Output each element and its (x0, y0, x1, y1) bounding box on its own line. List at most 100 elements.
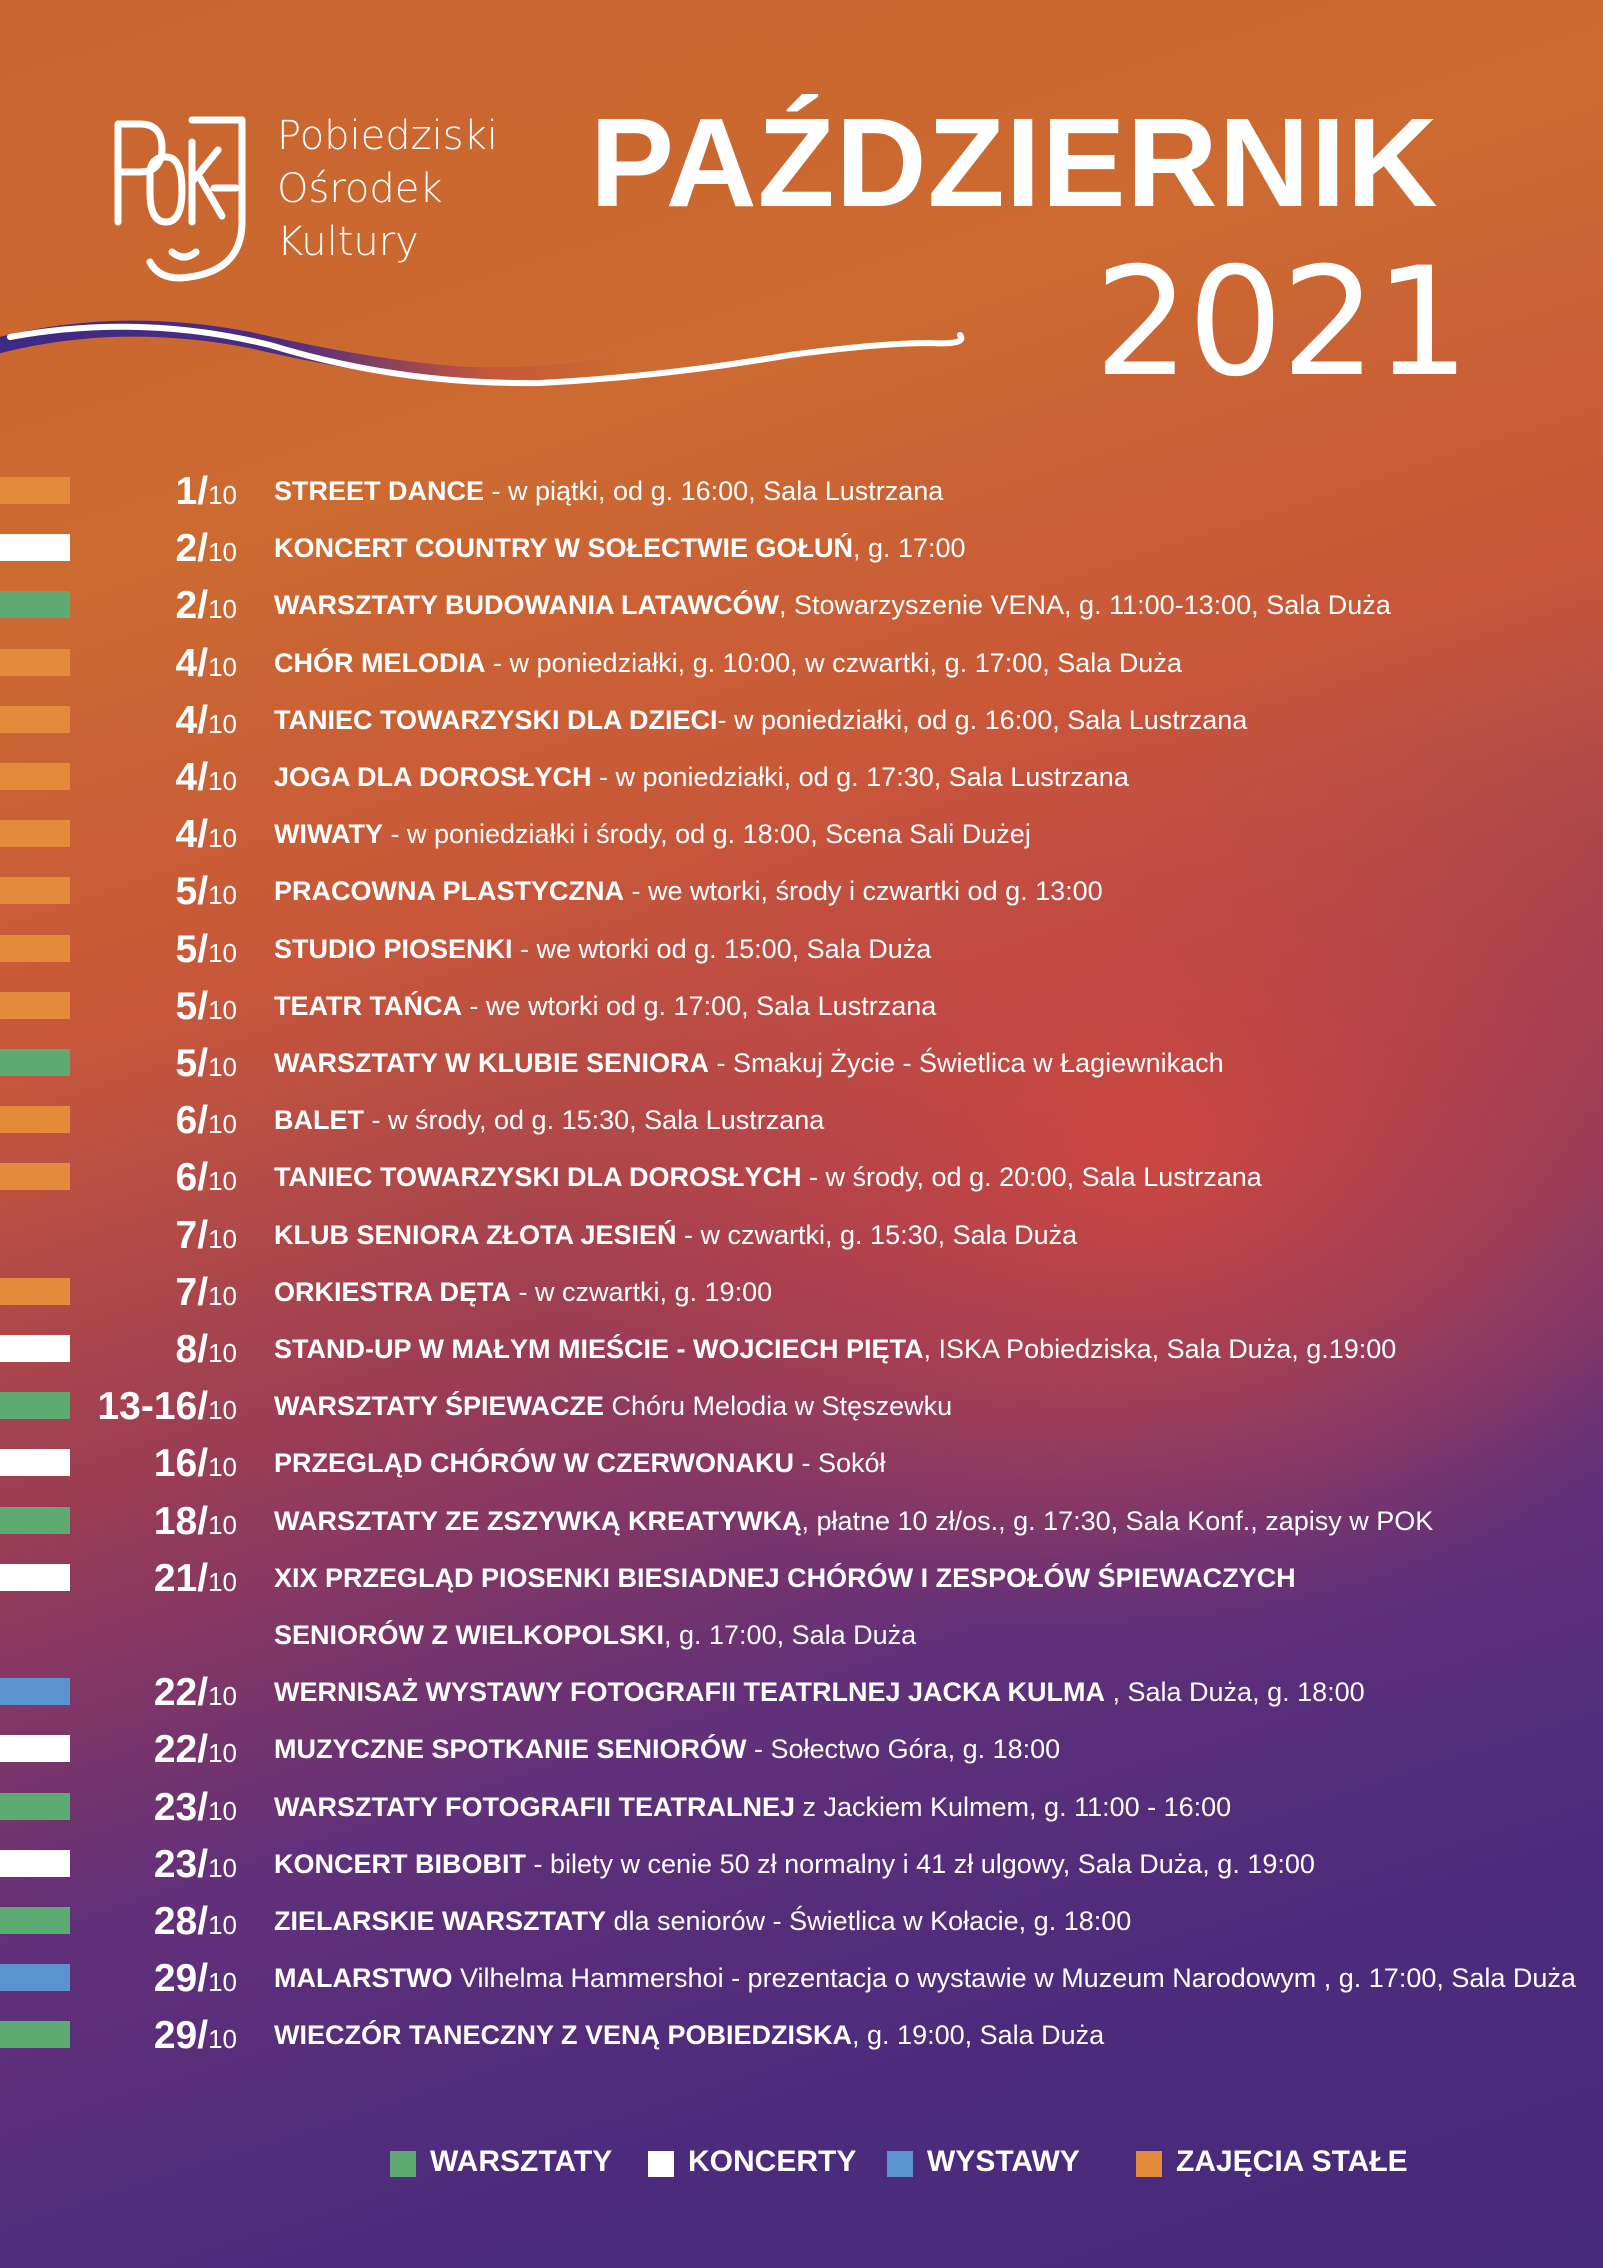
category-marker (0, 1907, 70, 1934)
category-marker (0, 934, 70, 962)
event-date: 4/10 (0, 699, 237, 743)
event-month: 10 (208, 1795, 237, 1826)
event-title: TANIEC TOWARZYSKI DLA DOROSŁYCH (274, 1162, 802, 1193)
category-marker (0, 591, 70, 619)
event-description: WARSZTATY ZE ZSZYWKĄ KREATYWKĄ, płatne 1… (274, 1506, 1433, 1537)
event-date: 1/10 (0, 470, 237, 514)
month-title: PAŹDZIERNIK (590, 92, 1439, 233)
event-date: 18/10 (0, 1500, 237, 1544)
event-details: , g. 19:00, Sala Duża (852, 2020, 1105, 2051)
event-date: 21/10 (0, 1557, 237, 1601)
event-row: SENIORÓW Z WIELKOPOLSKI, g. 17:00, Sala … (0, 1614, 1603, 1671)
event-details: Chóru Melodia w Stęszewku (604, 1391, 953, 1422)
event-details: , ISKA Pobiedziska, Sala Duża, g.19:00 (923, 1334, 1397, 1364)
event-date: 29/10 (0, 2014, 237, 2058)
event-month: 10 (208, 2024, 237, 2055)
event-description: XIX PRZEGLĄD PIOSENKI BIESIADNEJ CHÓRÓW … (274, 1563, 1296, 1594)
event-day: 2/ (175, 584, 209, 628)
event-description: WIECZÓR TANECZNY Z VENĄ POBIEDZISKA, g. … (274, 2020, 1104, 2051)
event-month: 10 (208, 1280, 237, 1311)
event-day: 4/ (175, 756, 209, 799)
event-month: 10 (208, 1052, 237, 1082)
event-description: WIWATY - w poniedziałki i środy, od g. 1… (274, 819, 1031, 850)
event-day: 22/ (153, 1671, 209, 1715)
legend-swatch (1136, 2151, 1162, 2177)
event-date: 4/10 (0, 642, 237, 686)
event-day: 21/ (153, 1556, 209, 1600)
event-date: 7/10 (0, 1271, 237, 1315)
event-day: 2/ (175, 527, 209, 571)
event-day: 5/ (175, 927, 209, 971)
legend-swatch (648, 2151, 674, 2177)
event-day: 4/ (175, 641, 209, 685)
pok-logo (114, 116, 246, 282)
event-details: - we wtorki od g. 15:00, Sala Duża (512, 933, 932, 964)
event-row: 18/10 WARSZTATY ZE ZSZYWKĄ KREATYWKĄ, pła… (0, 1500, 1603, 1557)
category-marker (0, 1563, 70, 1591)
event-month: 10 (208, 1452, 237, 1483)
category-marker (0, 820, 70, 848)
event-day: 5/ (175, 1042, 209, 1085)
event-details: - w poniedziałki, od g. 16:00, Sala Lust… (717, 704, 1248, 735)
organization-name: Pobiedziski Ośrodek Kultury (277, 110, 498, 269)
event-title: WIECZÓR TANECZNY Z VENĄ POBIEDZISKA (274, 2020, 853, 2051)
category-marker (0, 1506, 70, 1534)
event-title: ORKIESTRA DĘTA (274, 1276, 512, 1307)
event-day: 7/ (175, 1213, 209, 1257)
event-row: 4/10 CHÓR MELODIA - w poniedziałki, g. 10… (0, 642, 1603, 699)
category-marker (0, 1163, 70, 1191)
event-description: WARSZTATY FOTOGRAFII TEATRALNEJ z Jackie… (274, 1792, 1231, 1823)
event-row: 5/10 PRACOWNA PLASTYCZNA - we wtorki, śro… (0, 870, 1603, 927)
event-date: 5/10 (0, 928, 237, 972)
legend-label: ZAJĘCIA STAŁE (1176, 2145, 1408, 2178)
event-details: - w piątki, od g. 16:00, Sala Lustrzana (484, 476, 944, 506)
legend-swatch (390, 2151, 416, 2177)
event-title: PRACOWNA PLASTYCZNA (274, 876, 624, 907)
event-row: 8/10 STAND-UP W MAŁYM MIEŚCIE - WOJCIECH … (0, 1328, 1603, 1385)
decorative-wave (0, 320, 965, 387)
event-title: MALARSTWO (274, 1963, 453, 1994)
event-month: 10 (208, 651, 237, 682)
event-row: 1/10 STREET DANCE - w piątki, od g. 16:00… (0, 470, 1603, 527)
event-description: WERNISAŻ WYSTAWY FOTOGRAFII TEATRLNEJ JA… (274, 1677, 1365, 1708)
event-month: 10 (208, 1395, 237, 1426)
event-row: 6/10 TANIEC TOWARZYSKI DLA DOROSŁYCH - w … (0, 1156, 1603, 1213)
event-row: 22/10 WERNISAŻ WYSTAWY FOTOGRAFII TEATRLN… (0, 1671, 1603, 1728)
event-title: KONCERT BIBOBIT (274, 1848, 526, 1879)
category-marker (0, 877, 70, 905)
event-details: - w środy, od g. 15:30, Sala Lustrzana (364, 1105, 825, 1136)
category-marker (0, 1792, 70, 1820)
category-marker (0, 534, 70, 562)
legend-label: WYSTAWY (927, 2145, 1080, 2178)
legend-swatch (887, 2151, 913, 2177)
event-description: TANIEC TOWARZYSKI DLA DZIECI- w poniedzi… (274, 705, 1247, 736)
event-date: 29/10 (0, 1957, 237, 2001)
event-description: WARSZTATY ŚPIEWACZE Chóru Melodia w Stęs… (274, 1391, 952, 1422)
event-title: CHÓR MELODIA (274, 647, 486, 678)
event-title: WERNISAŻ WYSTAWY FOTOGRAFII TEATRLNEJ JA… (274, 1677, 1105, 1708)
event-description: ZIELARSKIE WARSZTATY dla seniorów - Świe… (274, 1906, 1131, 1937)
event-date: 23/10 (0, 1786, 237, 1830)
event-description: MUZYCZNE SPOTKANIE SENIORÓW - Sołectwo G… (274, 1734, 1060, 1765)
event-date: 28/10 (0, 1900, 237, 1944)
event-row: 21/10 XIX PRZEGLĄD PIOSENKI BIESIADNEJ CH… (0, 1557, 1603, 1614)
event-date: 13-16/10 (0, 1385, 237, 1429)
event-month: 10 (208, 1509, 237, 1540)
event-description: STUDIO PIOSENKI - we wtorki od g. 15:00,… (274, 934, 931, 965)
event-month: 10 (208, 823, 237, 854)
event-date: 4/10 (0, 813, 237, 857)
event-row: 29/10 MALARSTWO Vilhelma Hammershoi - pre… (0, 1957, 1603, 2014)
event-month: 10 (208, 480, 237, 510)
event-title: TANIEC TOWARZYSKI DLA DZIECI (274, 704, 718, 735)
event-row: 4/10 JOGA DLA DOROSŁYCH - w poniedziałki,… (0, 756, 1603, 813)
event-date: 2/10 (0, 527, 237, 571)
event-title: PRZEGLĄD CHÓRÓW W CZERWONAKU (274, 1448, 794, 1479)
event-date: 5/10 (0, 985, 237, 1029)
event-details: - bilety w cenie 50 zł normalny i 41 zł … (526, 1848, 1315, 1879)
event-month: 10 (208, 594, 237, 625)
event-day: 4/ (175, 698, 209, 742)
event-month: 10 (208, 1338, 237, 1368)
event-details: , płatne 10 zł/os., g. 17:30, Sala Konf.… (801, 1505, 1434, 1536)
event-row: 5/10 WARSZTATY W KLUBIE SENIORA - Smakuj … (0, 1042, 1603, 1099)
event-day: 28/ (153, 1900, 209, 1943)
